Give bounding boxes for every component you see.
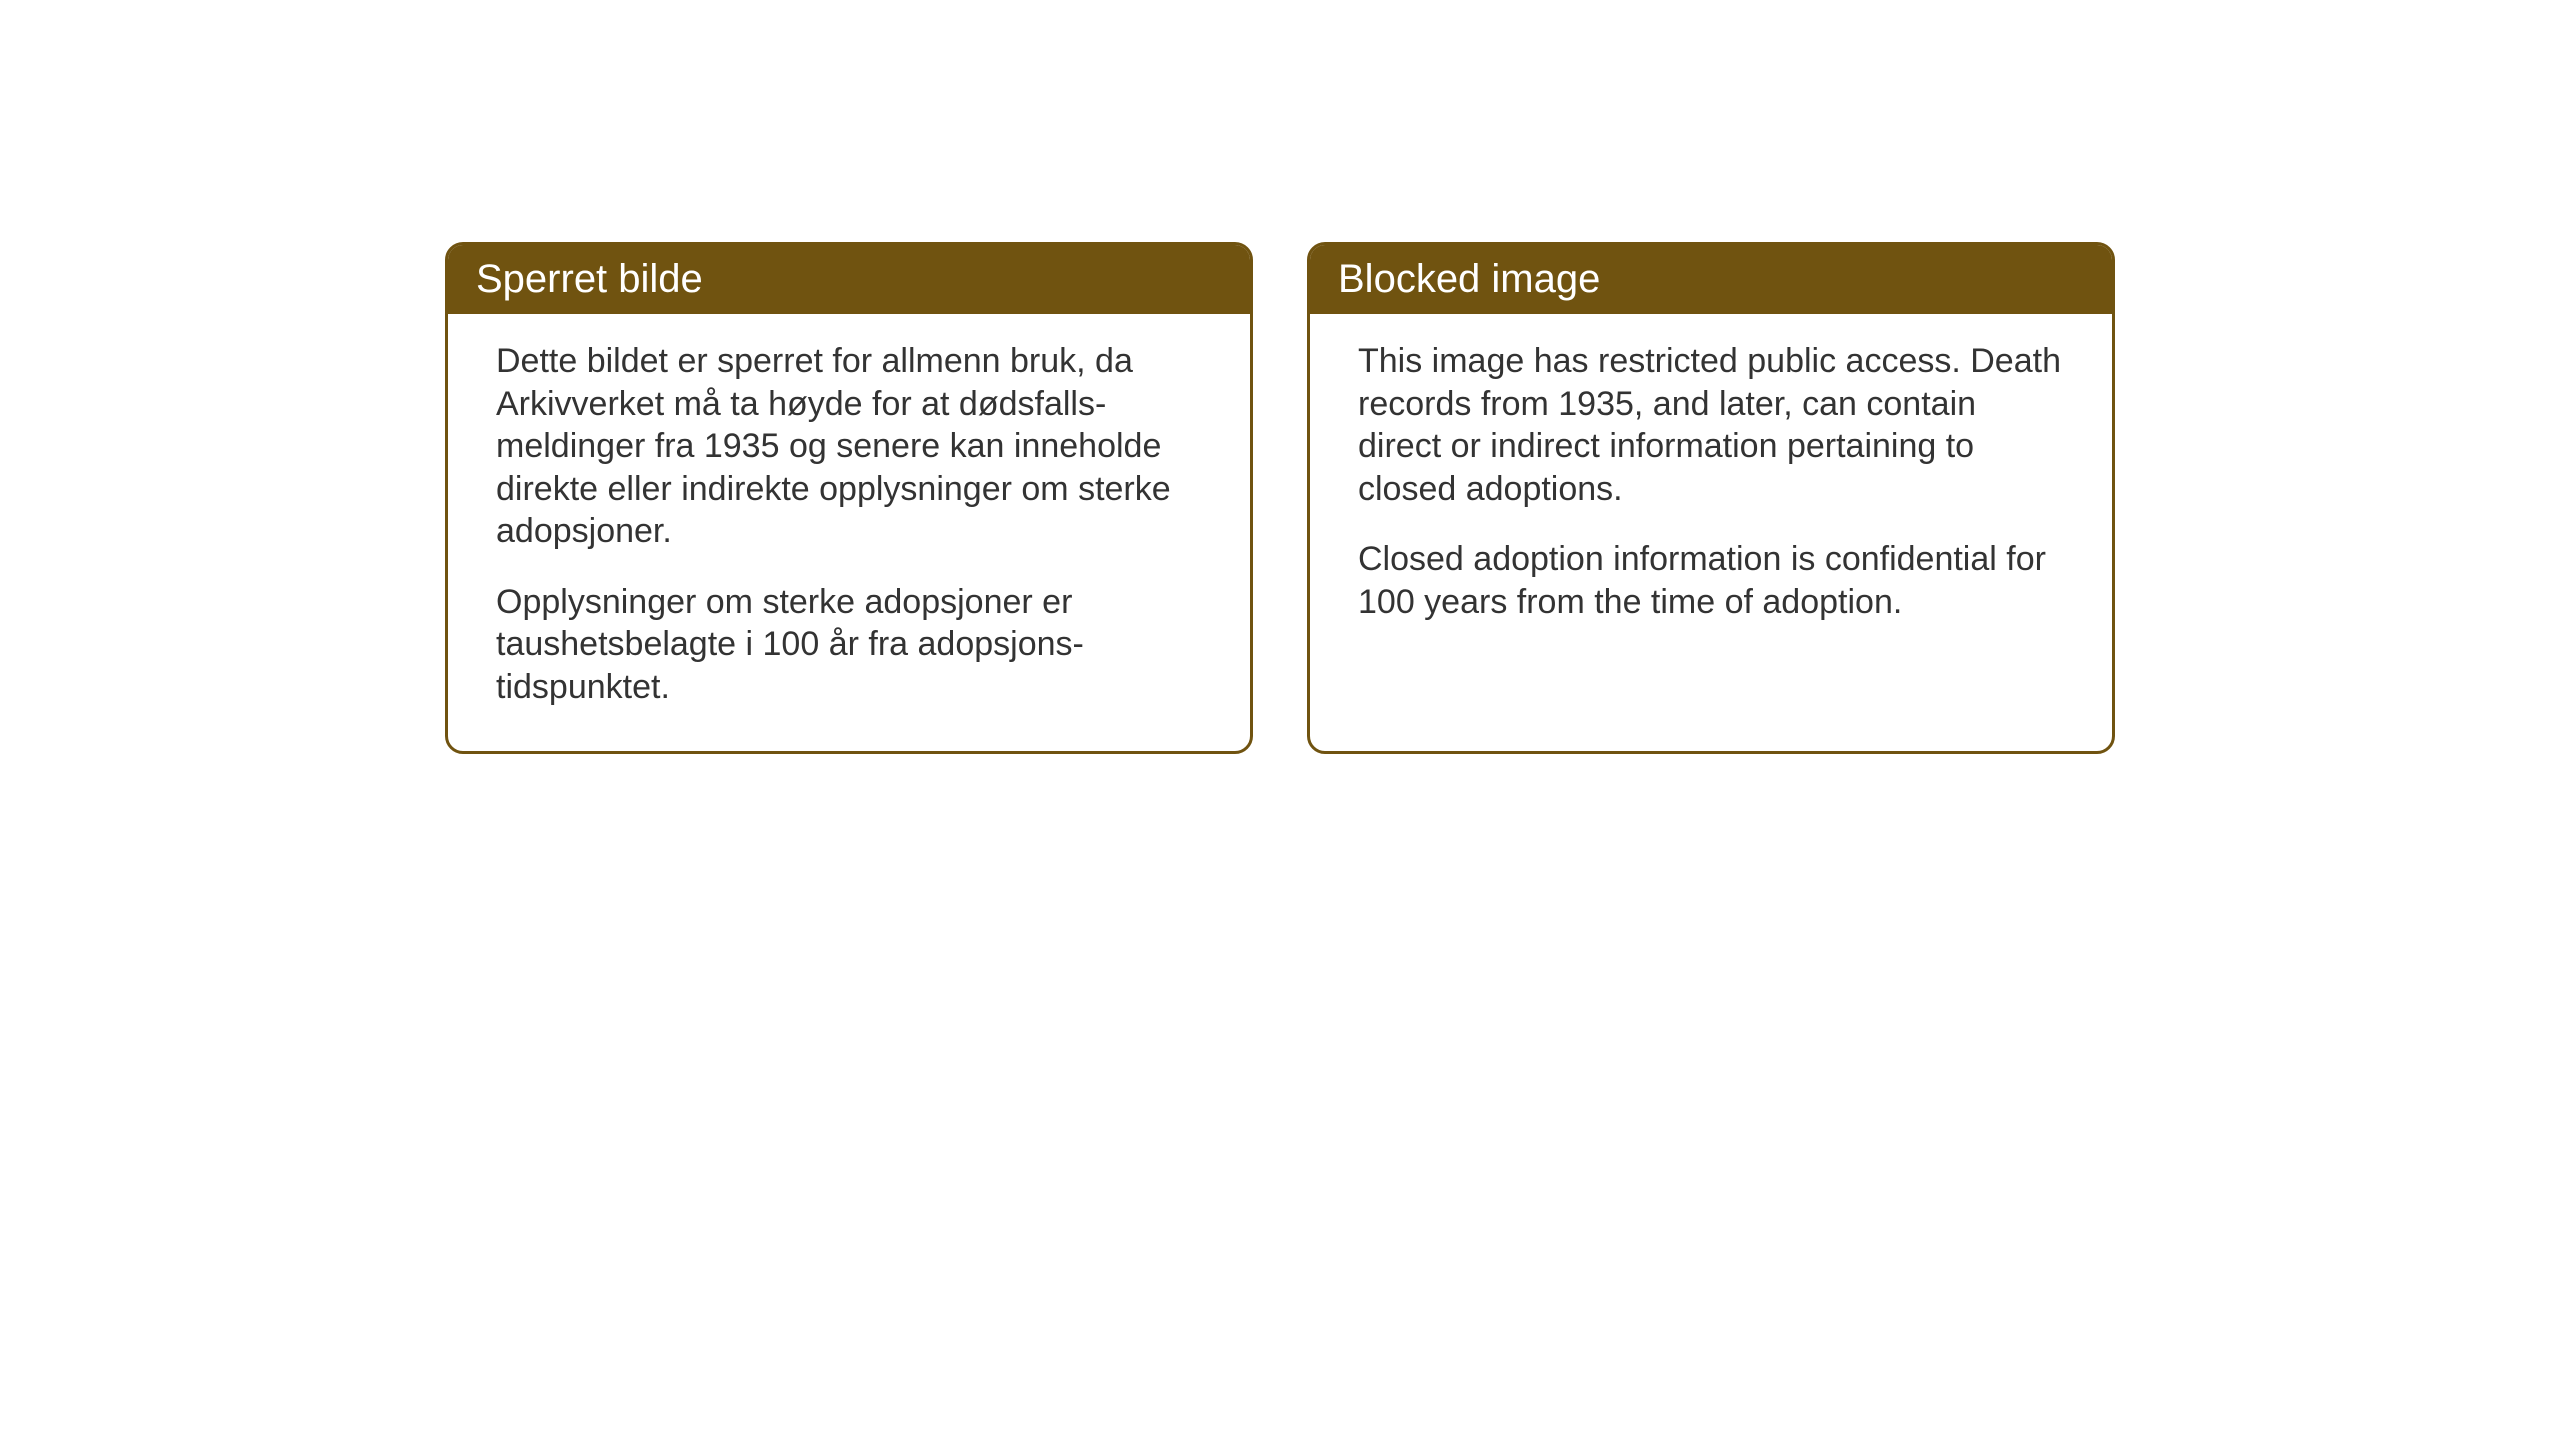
card-title-english: Blocked image [1310,245,2112,314]
card-paragraph: Dette bildet er sperret for allmenn bruk… [496,340,1202,553]
card-paragraph: Opplysninger om sterke adopsjoner er tau… [496,581,1202,709]
card-english: Blocked image This image has restricted … [1307,242,2115,754]
card-body-norwegian: Dette bildet er sperret for allmenn bruk… [448,314,1250,744]
card-body-english: This image has restricted public access.… [1310,314,2112,659]
card-norwegian: Sperret bilde Dette bildet er sperret fo… [445,242,1253,754]
card-paragraph: Closed adoption information is confident… [1358,538,2064,623]
cards-container: Sperret bilde Dette bildet er sperret fo… [445,242,2115,754]
card-title-norwegian: Sperret bilde [448,245,1250,314]
card-paragraph: This image has restricted public access.… [1358,340,2064,510]
